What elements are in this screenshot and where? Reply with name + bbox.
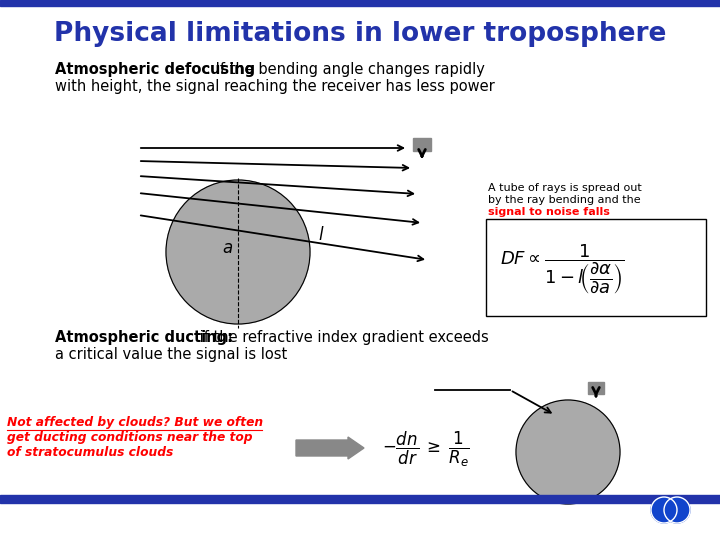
Text: Atmospheric defocusing: Atmospheric defocusing	[55, 62, 255, 77]
Text: of stratocumulus clouds: of stratocumulus clouds	[7, 446, 174, 459]
Text: $l$: $l$	[318, 226, 325, 244]
Text: Physical limitations in lower troposphere: Physical limitations in lower tropospher…	[54, 21, 666, 47]
FancyArrow shape	[296, 437, 364, 459]
Text: A tube of rays is spread out: A tube of rays is spread out	[488, 183, 642, 193]
Text: $-\dfrac{dn}{dr}\;\geq\;\dfrac{1}{R_e}$: $-\dfrac{dn}{dr}\;\geq\;\dfrac{1}{R_e}$	[382, 429, 469, 469]
Text: if the refractive index gradient exceeds: if the refractive index gradient exceeds	[195, 330, 489, 345]
Text: get ducting conditions near the top: get ducting conditions near the top	[7, 431, 253, 444]
Bar	[588, 382, 604, 394]
Bar	[413, 138, 431, 151]
Text: Not affected by clouds? But we often: Not affected by clouds? But we often	[7, 416, 263, 429]
Text: Atmospheric ducting:: Atmospheric ducting:	[55, 330, 233, 345]
FancyBboxPatch shape	[486, 219, 706, 316]
Text: signal to noise falls: signal to noise falls	[488, 207, 610, 217]
Text: $a$: $a$	[222, 239, 233, 257]
Text: with height, the signal reaching the receiver has less power: with height, the signal reaching the rec…	[55, 79, 495, 94]
Text: by the ray bending and the: by the ray bending and the	[488, 195, 641, 205]
Circle shape	[516, 400, 620, 504]
Text: $DF \propto \dfrac{1}{1-l\!\left(\dfrac{\partial\alpha}{\partial a}\right)}$: $DF \propto \dfrac{1}{1-l\!\left(\dfrac{…	[500, 242, 625, 295]
Bar	[0, 495, 720, 503]
Text: .: .	[589, 207, 593, 217]
Bar	[0, 0, 720, 6]
Circle shape	[166, 180, 310, 324]
Text: : If the bending angle changes rapidly: : If the bending angle changes rapidly	[206, 62, 485, 77]
Text: a critical value the signal is lost: a critical value the signal is lost	[55, 347, 287, 362]
Circle shape	[651, 497, 677, 523]
Circle shape	[664, 497, 690, 523]
